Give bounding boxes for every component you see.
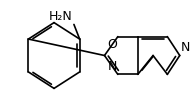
Text: N: N — [108, 60, 117, 73]
Text: H₂N: H₂N — [49, 10, 73, 23]
Text: N: N — [181, 41, 190, 54]
Text: O: O — [107, 38, 117, 51]
